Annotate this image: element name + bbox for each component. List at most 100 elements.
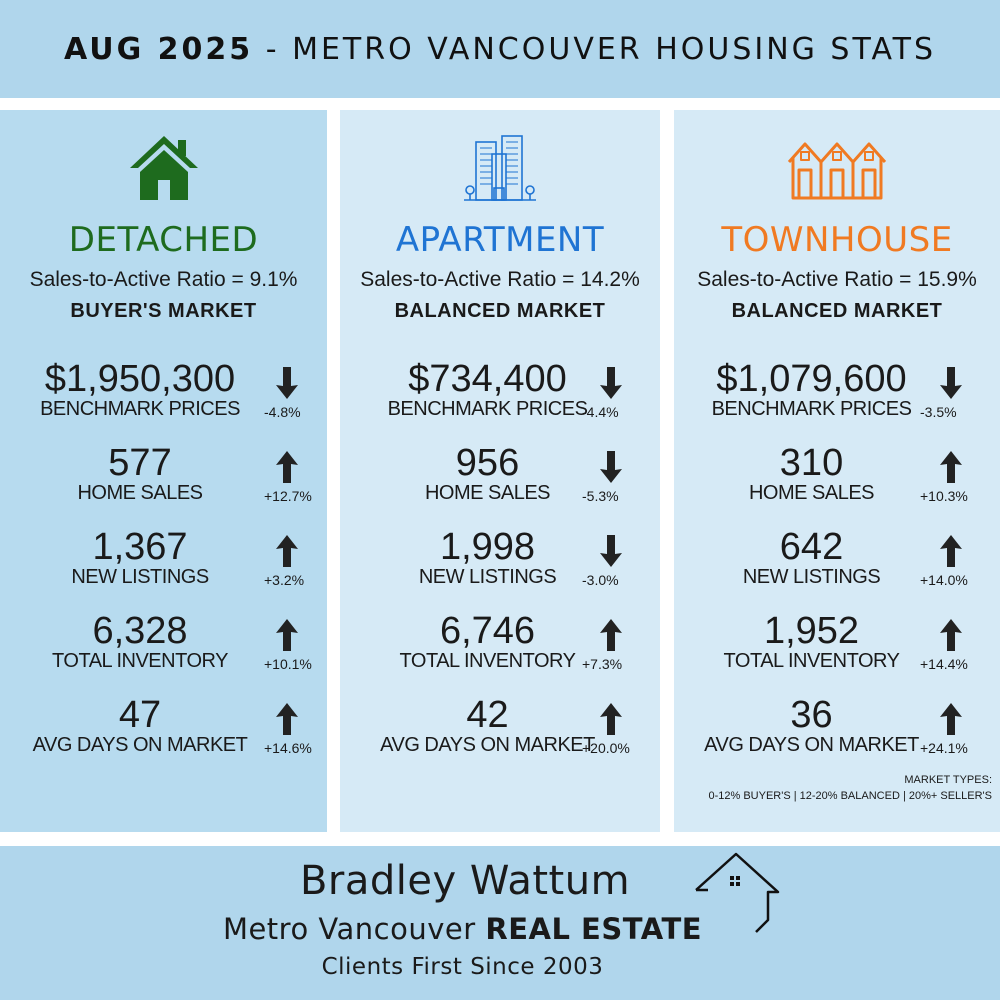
apartment-column: APARTMENT Sales-to-Active Ratio = 14.2% … <box>340 110 660 832</box>
business-region: Metro Vancouver <box>222 912 486 946</box>
stat-value: 1,952 <box>763 610 860 652</box>
stat-value: 47 <box>118 694 162 736</box>
apartment-ratio: Sales-to-Active Ratio = 14.2% <box>360 268 640 291</box>
stat-label: NEW LISTINGS <box>71 566 209 588</box>
stat-row: 956 HOME SALES -5.3% <box>340 442 660 522</box>
arrow-up-icon <box>276 535 298 567</box>
agent-business: Metro Vancouver REAL ESTATE <box>0 912 925 946</box>
stat-change: +14.6% <box>264 740 312 756</box>
arrow-down-icon <box>600 535 622 567</box>
footer-banner: Bradley Wattum Metro Vancouver REAL ESTA… <box>0 846 1000 1000</box>
stat-value: 1,367 <box>92 526 188 568</box>
stat-change: +20.0% <box>582 740 630 756</box>
stat-label: NEW LISTINGS <box>742 566 881 588</box>
detached-market-type: BUYER'S MARKET <box>70 300 257 322</box>
agent-name: Bradley Wattum <box>299 858 631 904</box>
stat-label: BENCHMARK PRICES <box>711 398 912 420</box>
stat-label: HOME SALES <box>77 482 203 504</box>
stat-change: +3.2% <box>264 572 305 588</box>
townhouse-ratio: Sales-to-Active Ratio = 15.9% <box>697 268 977 291</box>
detached-column: DETACHED Sales-to-Active Ratio = 9.1% BU… <box>0 110 327 832</box>
stat-value: $1,950,300 <box>44 358 236 400</box>
market-types-legend: MARKET TYPES: 0-12% BUYER'S | 12-20% BAL… <box>708 772 992 804</box>
house-icon <box>129 136 198 200</box>
stat-value: 6,328 <box>92 610 188 652</box>
apartment-title: APARTMENT <box>395 220 605 260</box>
arrow-up-icon <box>940 451 962 483</box>
stat-label: TOTAL INVENTORY <box>399 650 576 672</box>
arrow-up-icon <box>276 451 298 483</box>
stat-label: BENCHMARK PRICES <box>40 398 240 420</box>
arrow-up-icon <box>276 619 298 651</box>
arrow-up-icon <box>940 619 962 651</box>
stat-label: TOTAL INVENTORY <box>723 650 900 672</box>
stat-change: +12.7% <box>264 488 312 504</box>
stat-row: 6,746 TOTAL INVENTORY +7.3% <box>340 610 660 690</box>
arrow-down-icon <box>276 367 298 399</box>
stat-row: $1,079,600 BENCHMARK PRICES -3.5% <box>674 358 1000 438</box>
stat-row: $1,950,300 BENCHMARK PRICES -4.8% <box>0 358 327 438</box>
townhouse-title: TOWNHOUSE <box>721 220 953 260</box>
stat-value: $1,079,600 <box>716 358 907 400</box>
page-title-text: - METRO VANCOUVER HOUSING STATS <box>253 31 937 67</box>
stat-value: 956 <box>455 442 520 484</box>
stat-value: 6,746 <box>439 610 536 652</box>
stat-row: 47 AVG DAYS ON MARKET +14.6% <box>0 694 327 774</box>
legend-ranges: 0-12% BUYER'S | 12-20% BALANCED | 20%+ S… <box>708 790 992 802</box>
stat-change: -3.5% <box>920 404 957 420</box>
stat-change: +14.0% <box>920 572 968 588</box>
arrow-up-icon <box>600 619 622 651</box>
header-banner: AUG 2025 - METRO VANCOUVER HOUSING STATS <box>0 0 1000 98</box>
stat-row: 642 NEW LISTINGS +14.0% <box>674 526 1000 606</box>
stat-label: TOTAL INVENTORY <box>52 650 228 672</box>
stat-row: 310 HOME SALES +10.3% <box>674 442 1000 522</box>
stat-change: -4.8% <box>264 404 301 420</box>
stat-change: -4.4% <box>582 404 619 420</box>
arrow-down-icon <box>940 367 962 399</box>
stat-row: 1,952 TOTAL INVENTORY +14.4% <box>674 610 1000 690</box>
stat-label: HOME SALES <box>748 482 875 504</box>
stat-row: 577 HOME SALES +12.7% <box>0 442 327 522</box>
arrow-down-icon <box>600 367 622 399</box>
arrow-up-icon <box>276 703 298 735</box>
page-title-date: AUG 2025 <box>63 31 254 67</box>
stat-change: +24.1% <box>920 740 968 756</box>
apartment-market-type: BALANCED MARKET <box>394 300 606 322</box>
stat-change: +10.1% <box>264 656 312 672</box>
townhouse-icon-wrap <box>674 132 1000 212</box>
detached-icon-wrap <box>0 132 327 212</box>
business-real-estate: REAL ESTATE <box>485 912 703 946</box>
stat-row: 1,998 NEW LISTINGS -3.0% <box>340 526 660 606</box>
stat-value: 577 <box>108 442 172 484</box>
stat-value: 36 <box>790 694 833 736</box>
townhouse-icon <box>787 142 887 200</box>
legend-title: MARKET TYPES: <box>904 774 992 786</box>
agent-tagline: Clients First Since 2003 <box>321 954 604 980</box>
stat-label: AVG DAYS ON MARKET <box>32 734 248 756</box>
apartment-icon-wrap <box>340 132 660 212</box>
stat-row: 42 AVG DAYS ON MARKET +20.0% <box>340 694 660 774</box>
arrow-up-icon <box>600 703 622 735</box>
stat-label: HOME SALES <box>424 482 551 504</box>
stat-value: $734,400 <box>408 358 567 400</box>
stat-value: 1,998 <box>439 526 536 568</box>
stat-change: +10.3% <box>920 488 968 504</box>
stat-change: +7.3% <box>582 656 623 672</box>
apartment-building-icon <box>464 135 536 201</box>
townhouse-market-type: BALANCED MARKET <box>731 300 943 322</box>
stat-row: 6,328 TOTAL INVENTORY +10.1% <box>0 610 327 690</box>
stat-value: 42 <box>466 694 509 736</box>
stat-row: 1,367 NEW LISTINGS +3.2% <box>0 526 327 606</box>
stat-value: 310 <box>779 442 844 484</box>
house-outline-logo-icon <box>695 852 780 933</box>
stat-change: -5.3% <box>582 488 619 504</box>
stat-label: AVG DAYS ON MARKET <box>704 734 919 756</box>
arrow-up-icon <box>940 535 962 567</box>
page-title: AUG 2025 - METRO VANCOUVER HOUSING STATS <box>64 32 936 67</box>
stat-label: AVG DAYS ON MARKET <box>380 734 595 756</box>
stat-change: -3.0% <box>582 572 619 588</box>
stat-label: BENCHMARK PRICES <box>387 398 588 420</box>
stat-change: +14.4% <box>920 656 968 672</box>
stat-label: NEW LISTINGS <box>418 566 557 588</box>
townhouse-column: TOWNHOUSE Sales-to-Active Ratio = 15.9% … <box>674 110 1000 832</box>
